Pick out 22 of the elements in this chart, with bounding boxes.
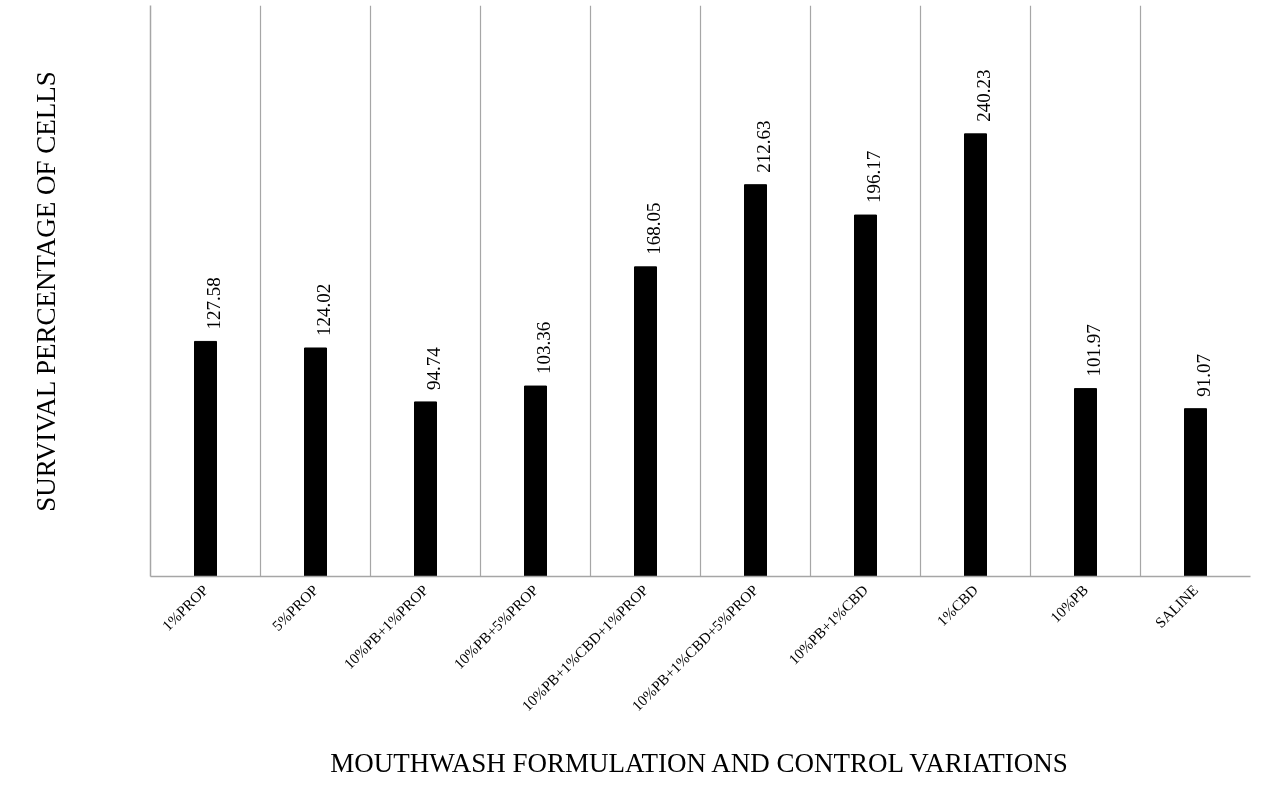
data-label: 94.74	[423, 346, 444, 390]
data-label: 212.63	[753, 120, 774, 173]
bar	[524, 385, 547, 577]
bar	[964, 133, 987, 577]
y-axis-title: SURVIVAL PERCENTAGE OF CELLS	[30, 71, 61, 512]
bar	[194, 340, 217, 577]
bar	[744, 184, 767, 577]
bar	[414, 401, 437, 577]
bar	[1184, 408, 1207, 577]
data-label: 168.05	[643, 202, 664, 255]
data-label: 240.23	[973, 69, 994, 122]
data-label: 103.36	[533, 321, 554, 375]
data-label: 101.97	[1083, 324, 1104, 377]
data-label: 196.17	[863, 150, 884, 204]
data-label: 127.58	[203, 277, 224, 330]
x-axis-title: MOUTHWASH FORMULATION AND CONTROL VARIATIONS	[330, 747, 1068, 778]
data-label: 124.02	[313, 283, 334, 336]
bar	[634, 266, 657, 577]
data-label: 91.07	[1193, 353, 1214, 397]
bar	[304, 347, 327, 577]
bar	[854, 214, 877, 577]
bar	[1074, 388, 1097, 577]
